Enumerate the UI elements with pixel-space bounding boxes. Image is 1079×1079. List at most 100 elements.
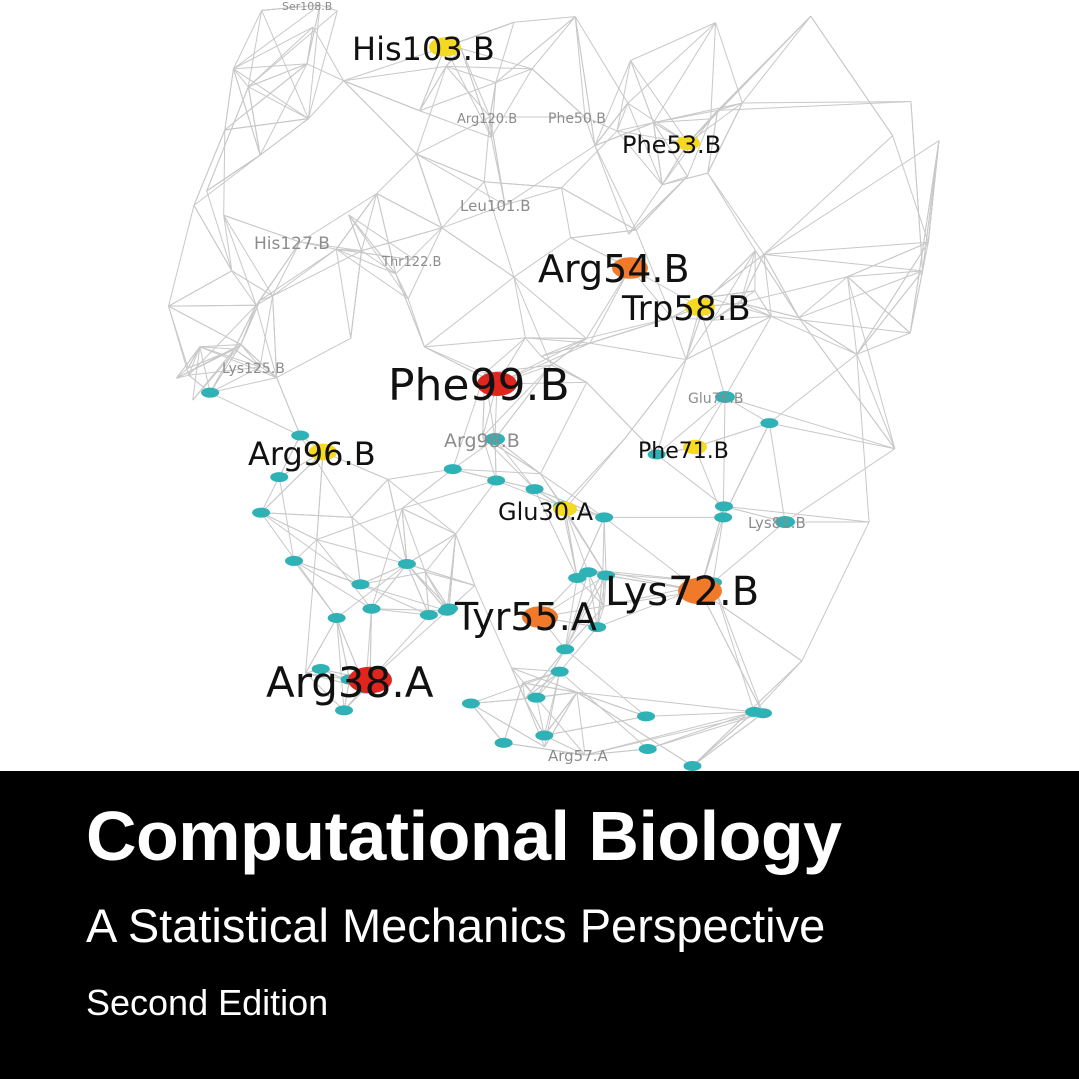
network-edge [168,205,195,307]
network-edge [771,315,858,355]
network-edge [856,242,929,355]
network-edge [348,214,409,300]
network-edge [712,517,724,583]
network-edge [798,276,848,319]
network-edge [489,116,492,138]
network-edge [415,153,443,228]
network-edge [564,438,626,510]
network-edge [494,438,497,481]
network-edge [616,60,632,132]
residue-label: Arg57.A [548,747,609,765]
highlighted-residue-label: His103.B [352,30,495,68]
network-edge [722,396,726,518]
network-edge [630,22,716,61]
network-edge [351,516,408,565]
network-edge [647,712,764,750]
network-edge [584,712,764,756]
residue-node [525,484,544,495]
network-edge [299,241,337,250]
network-edge [470,703,504,744]
network-edge [401,508,426,573]
network-edge [395,273,425,348]
network-edge [168,305,242,345]
network-edge [307,10,338,119]
network-edge [602,517,605,572]
network-edge [646,711,755,717]
network-edge [798,317,896,450]
network-edge [424,346,486,374]
network-edge [635,229,673,318]
network-edge [401,468,454,509]
network-edge [470,698,525,705]
network-edge [586,316,672,339]
network-edge [316,539,408,565]
network-edge [603,517,607,576]
network-edge [278,477,295,562]
network-edge [559,671,649,750]
network-edge [401,480,497,509]
network-edge [540,382,588,474]
network-edge [712,582,755,713]
network-edge [247,86,261,156]
residue-node [775,516,795,528]
network-edge [564,508,578,579]
network-edge [231,270,257,306]
highlighted-residue-label: Phe71.B [638,439,729,464]
network-edge [299,193,378,243]
network-edge [455,480,497,535]
network-edge [192,346,201,401]
network-edge [470,671,560,704]
residue-node [201,387,220,398]
network-edge [564,605,605,650]
network-edge [306,63,344,82]
network-edge [441,227,515,278]
highlighted-residue-node [676,135,700,151]
network-edge [343,65,447,82]
residue-node [270,472,289,483]
network-edge [247,10,263,87]
network-edge [199,346,211,393]
highlighted-residue-node [678,577,722,605]
network-edge [522,682,526,699]
network-edge [740,302,800,319]
network-edge [482,364,552,438]
network-edge [312,26,344,81]
network-edge [710,22,717,119]
network-edge [209,392,301,436]
network-edge [712,315,772,321]
network-edge [419,82,496,112]
title-band [0,771,1079,1079]
network-edge [240,305,257,345]
network-edge [248,86,309,120]
network-edge [715,22,743,104]
network-edge [490,68,533,138]
residue-node [351,579,370,590]
network-edge [259,118,309,156]
network-edge [361,227,442,252]
residue-node [597,570,616,581]
network-edge [419,66,447,112]
network-edge [248,63,308,88]
network-edge [407,298,425,348]
network-edge [401,508,408,565]
network-edge [522,682,578,693]
network-edge [193,154,261,206]
network-edge [551,338,587,366]
network-edge [419,110,492,138]
network-edge [276,377,301,436]
network-edge [742,101,911,104]
network-edge [801,521,870,662]
network-edge [561,505,604,572]
network-edge [589,316,672,344]
network-edge [707,172,756,251]
network-edge [722,422,770,518]
residue-node [419,609,438,620]
highlighted-residue-node [685,298,715,316]
network-edge [406,563,430,616]
network-edge [455,533,476,586]
network-edge [224,118,309,131]
network-edge [248,26,314,88]
network-edge [847,276,858,355]
network-edge [233,26,314,70]
